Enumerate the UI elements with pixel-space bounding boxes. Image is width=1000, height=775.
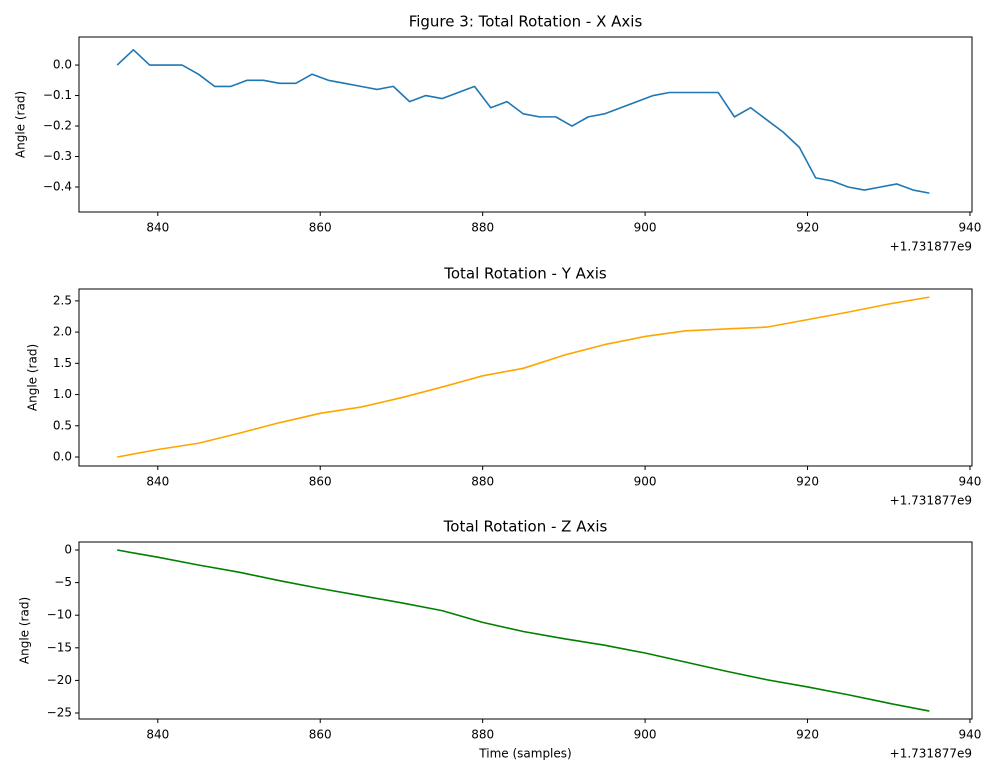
x-tick-label: 920	[796, 221, 819, 235]
x-tick-label: 860	[309, 475, 332, 489]
plot-frame	[78, 36, 973, 213]
x-offset-label: +1.731877e9	[890, 240, 972, 254]
x-tick-label: 940	[959, 728, 982, 742]
y-tick-label: 2.0	[53, 325, 72, 339]
x-offset-label: +1.731877e9	[890, 747, 972, 761]
x-tick-label: 940	[959, 475, 982, 489]
y-tick-label: −0.4	[43, 180, 72, 194]
y-axis-label: Angle (rad)	[26, 344, 40, 411]
y-tick-label: −20	[47, 673, 72, 687]
chart-title: Total Rotation - Y Axis	[443, 265, 607, 283]
plot-frame	[78, 541, 973, 720]
plot-frame	[78, 288, 973, 467]
x-tick-label: 880	[471, 728, 494, 742]
y-tick-label: −15	[47, 640, 72, 654]
y-tick-label: 0	[64, 543, 72, 557]
y-axis-label: Angle (rad)	[18, 597, 32, 664]
x-tick-label: 860	[309, 728, 332, 742]
data-line	[116, 49, 930, 194]
x-tick-label: 840	[146, 728, 169, 742]
x-tick-label: 900	[634, 221, 657, 235]
data-line	[117, 296, 930, 458]
y-tick-label: 1.5	[53, 356, 72, 370]
y-tick-label: −0.3	[43, 149, 72, 163]
x-tick-label: 880	[471, 221, 494, 235]
chart-title: Total Rotation - Z Axis	[443, 518, 608, 536]
y-tick-label: 0.5	[53, 418, 72, 432]
x-tick-label: 940	[959, 221, 982, 235]
x-offset-label: +1.731877e9	[890, 494, 972, 508]
y-tick-label: −0.2	[43, 119, 72, 133]
y-tick-label: 1.0	[53, 387, 72, 401]
y-axis-label: Angle (rad)	[14, 91, 28, 158]
y-tick-label: −25	[47, 706, 72, 720]
y-tick-label: 0.0	[53, 450, 72, 464]
x-tick-label: 900	[634, 475, 657, 489]
data-line	[117, 549, 930, 712]
y-tick-label: 2.5	[53, 293, 72, 307]
y-tick-label: −0.1	[43, 88, 72, 102]
y-tick-label: −10	[47, 608, 72, 622]
x-tick-label: 900	[634, 728, 657, 742]
x-tick-label: 920	[796, 728, 819, 742]
x-tick-label: 860	[309, 221, 332, 235]
x-tick-label: 840	[146, 221, 169, 235]
x-tick-label: 880	[471, 475, 494, 489]
chart-title: Figure 3: Total Rotation - X Axis	[409, 13, 643, 31]
y-tick-label: 0.0	[53, 58, 72, 72]
x-tick-label: 920	[796, 475, 819, 489]
x-axis-label: Time (samples)	[478, 747, 571, 761]
y-tick-label: −5	[54, 575, 72, 589]
x-tick-label: 840	[146, 475, 169, 489]
